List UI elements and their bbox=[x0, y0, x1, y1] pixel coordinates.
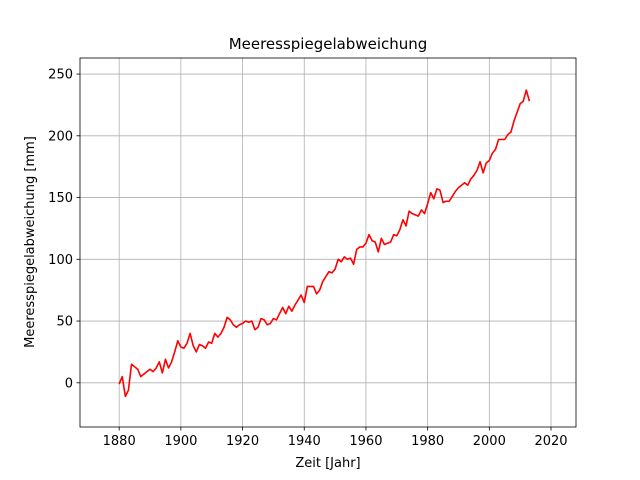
x-tick-label: 1880 bbox=[103, 434, 136, 449]
y-tick-label: 150 bbox=[48, 191, 73, 206]
x-tick-label: 1940 bbox=[288, 434, 321, 449]
x-axis-label: Zeit [Jahr] bbox=[295, 456, 360, 471]
x-tick-label: 2020 bbox=[534, 434, 567, 449]
y-axis-label: Meeresspiegelabweichung [mm] bbox=[23, 136, 38, 348]
x-tick-label: 1900 bbox=[164, 434, 197, 449]
x-tick-label: 1960 bbox=[349, 434, 382, 449]
y-tick-label: 200 bbox=[48, 129, 73, 144]
x-tick-label: 1920 bbox=[226, 434, 259, 449]
y-tick-label: 0 bbox=[65, 376, 73, 391]
x-tick-label: 1980 bbox=[411, 434, 444, 449]
data-line bbox=[118, 89, 531, 398]
y-tick-label: 100 bbox=[48, 253, 73, 268]
plot-frame bbox=[79, 57, 577, 428]
y-tick-label: 50 bbox=[56, 315, 73, 330]
x-tick-label: 2000 bbox=[473, 434, 506, 449]
y-tick-label: 250 bbox=[48, 68, 73, 83]
chart-title: Meeresspiegelabweichung bbox=[229, 35, 428, 53]
